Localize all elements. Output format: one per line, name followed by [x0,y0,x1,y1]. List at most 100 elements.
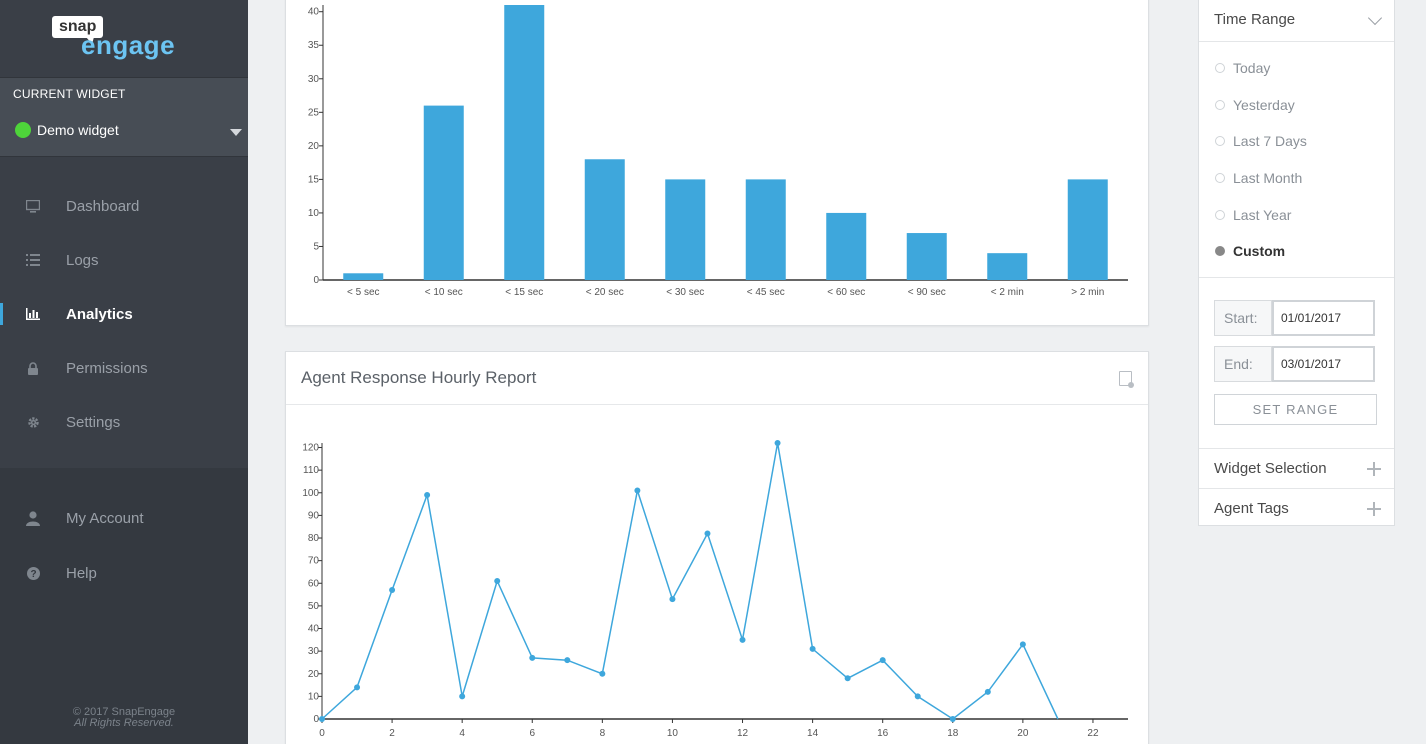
x-tick-label: 16 [877,728,889,739]
set-range-button[interactable]: SET RANGE [1214,394,1377,425]
export-document-icon[interactable] [1119,371,1134,388]
agent-tags-accordion[interactable]: Agent Tags [1199,488,1394,528]
radio-label: Last Month [1233,170,1303,187]
nav-item-settings[interactable]: Settings [0,395,248,449]
data-point [354,684,361,691]
bar [584,159,625,280]
bar [906,233,947,280]
widget-selection-label: Widget Selection [1214,460,1327,477]
radio-label: Last 7 Days [1233,133,1307,150]
x-tick-label: 18 [947,728,959,739]
nav-item-dashboard[interactable]: Dashboard [0,179,248,233]
y-tick-label: 10 [308,691,320,702]
time-range-header[interactable]: Time Range [1199,0,1394,42]
nav-item-analytics[interactable]: Analytics [0,287,248,341]
nav-item-help[interactable]: ? Help [0,546,248,601]
end-date-row: End: [1214,346,1394,382]
data-point [424,492,431,499]
radio-today[interactable]: Today [1199,50,1394,87]
chevron-down-icon[interactable] [1367,10,1383,26]
hourly-line-chart: 0 10 20 30 40 50 60 70 80 90 100 110 120 0 2 4 6 8 10 12 14 1… [302,440,1128,739]
radio-last-month[interactable]: Last Month [1199,160,1394,197]
x-tick-label: 2 [389,728,395,739]
start-date-input[interactable] [1272,300,1375,336]
bar [987,253,1028,280]
radio-last-year[interactable]: Last Year [1199,196,1394,233]
nav-label: Permissions [66,359,148,377]
lock-icon [26,361,40,375]
y-tick-label: 40 [308,7,320,18]
nav-item-permissions[interactable]: Permissions [0,341,248,395]
radio-yesterday[interactable]: Yesterday [1199,87,1394,124]
data-point [1019,641,1026,648]
bar [826,212,867,280]
radio-label: Today [1233,60,1271,77]
nav-item-my-account[interactable]: My Account [0,491,248,546]
nav-item-logs[interactable]: Logs [0,233,248,287]
data-point [669,596,676,603]
data-point [984,688,991,695]
sidebar: snap engage CURRENT WIDGET Demo widget D… [0,0,248,744]
current-widget-selector[interactable]: CURRENT WIDGET Demo widget [0,77,248,157]
y-tick-label: 100 [302,488,319,499]
bar [343,273,384,280]
time-range-options: Today Yesterday Last 7 Days Last Month L… [1199,42,1394,278]
nav-label: My Account [66,510,144,527]
x-tick-label: 20 [1017,728,1029,739]
data-point [949,716,956,722]
svg-text:?: ? [30,569,36,580]
data-point [844,675,851,682]
logo-engage-text: engage [81,30,176,60]
x-tick-label: < 10 sec [425,287,463,298]
data-point [879,657,886,664]
plus-icon[interactable] [1367,502,1381,516]
radio-circle-icon [1215,136,1225,147]
radio-circle-icon [1215,173,1225,184]
list-icon [26,253,40,267]
current-widget-name: Demo widget [37,122,119,138]
y-tick-label: 90 [308,510,320,521]
end-date-input[interactable] [1272,346,1375,382]
y-tick-label: 40 [308,624,320,635]
x-tick-label: < 5 sec [347,287,380,298]
x-tick-label: < 45 sec [747,287,785,298]
data-point [914,693,921,700]
copyright-line2: All Rights Reserved. [74,717,174,729]
nav-label: Logs [66,251,99,269]
bar [665,179,706,280]
x-tick-label: > 2 min [1071,287,1104,298]
panel-title: Agent Response Hourly Report [301,368,537,387]
user-icon [26,511,40,526]
caret-down-icon[interactable] [230,129,242,136]
data-point [494,578,501,584]
x-tick-label: 22 [1087,728,1099,739]
bar [745,179,786,280]
radio-last-7-days[interactable]: Last 7 Days [1199,123,1394,160]
filter-panel: Time Range Today Yesterday Last 7 Days L… [1198,0,1395,526]
x-tick-label: < 60 sec [827,287,865,298]
widget-selection-accordion[interactable]: Widget Selection [1199,448,1394,488]
response-time-chart-panel: 0 5 10 15 20 25 30 35 40 < 5 sec < 10 sec < 15 sec <… [285,0,1149,326]
y-tick-label: 30 [308,646,320,657]
y-tick-label: 15 [308,174,320,185]
radio-custom[interactable]: Custom [1199,233,1394,270]
y-tick-label: 0 [313,275,319,286]
y-tick-label: 50 [308,601,320,612]
x-tick-label: < 90 sec [908,287,946,298]
x-tick-label: 0 [319,728,325,739]
radio-label: Yesterday [1233,96,1295,113]
radio-circle-icon [1215,63,1225,74]
series-line [321,442,1059,720]
plus-icon[interactable] [1367,462,1381,476]
x-tick-label: < 15 sec [505,287,543,298]
nav-label: Settings [66,413,121,431]
status-dot-icon [15,122,31,138]
x-tick-label: 4 [459,728,465,739]
help-icon: ? [26,567,40,581]
radio-circle-icon [1215,209,1225,220]
sidebar-bottom: My Account ? Help © 2017 SnapEngage All … [0,468,248,744]
start-label: Start: [1214,300,1272,336]
logo[interactable]: snap engage [0,0,248,77]
y-tick-label: 30 [308,74,320,85]
response-time-bar-chart: 0 5 10 15 20 25 30 35 40 < 5 sec < 10 sec < 15 sec <… [308,5,1128,298]
